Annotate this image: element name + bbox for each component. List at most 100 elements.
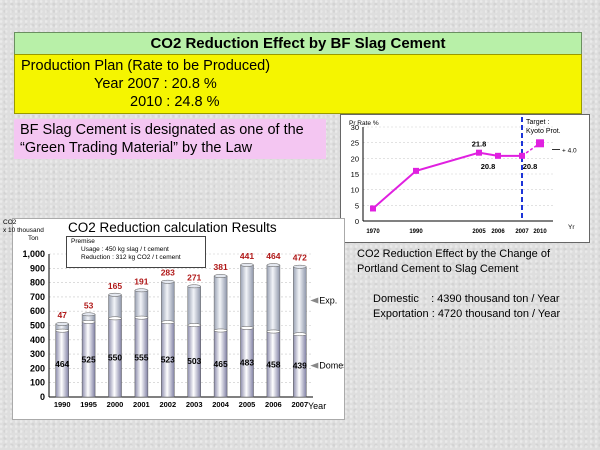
bar-top bbox=[293, 264, 307, 269]
y-tick-label: 20 bbox=[351, 154, 359, 163]
production-plan-heading: Production Plan (Rate to be Produced) bbox=[21, 58, 271, 74]
bar-divider bbox=[293, 332, 307, 337]
effect-title-line1: CO2 Reduction Effect by the Change of bbox=[357, 248, 551, 260]
bar-top bbox=[266, 263, 281, 268]
y-tick-label: 400 bbox=[30, 335, 45, 345]
domestic-value-label: 525 bbox=[82, 354, 96, 364]
x-tick-label: 2004 bbox=[212, 400, 230, 409]
domestic-value-label: 555 bbox=[134, 352, 148, 362]
bar-export bbox=[293, 266, 307, 335]
export-value-label: 464 bbox=[266, 251, 280, 261]
production-plan-2007: Year 2007 : 20.8 % bbox=[94, 76, 217, 92]
x-tick-label: 1970 bbox=[366, 229, 380, 235]
rate-point bbox=[519, 152, 525, 159]
y-axis-label: Pr Rate % bbox=[349, 120, 379, 127]
slide-title: CO2 Reduction Effect by BF Slag Cement bbox=[14, 32, 582, 55]
bar-top bbox=[108, 292, 122, 297]
bar-divider bbox=[81, 320, 96, 324]
premise-usage: Usage : 450 kg slag / t cement bbox=[81, 246, 169, 253]
bar-export bbox=[108, 294, 122, 319]
bar-divider bbox=[266, 329, 281, 334]
target-label-line2: Kyoto Prot. bbox=[526, 128, 561, 135]
x-tick-label: 2006 bbox=[265, 400, 282, 409]
bar-divider bbox=[108, 316, 122, 321]
rate-point bbox=[370, 205, 376, 212]
target-label-line1: Target : bbox=[526, 119, 549, 126]
y-tick-label: 0 bbox=[355, 217, 359, 226]
x-axis-label: Year bbox=[308, 401, 326, 411]
y-tick-label: 800 bbox=[30, 278, 45, 288]
bar-divider bbox=[240, 326, 254, 330]
unit-line-2: x 10 thousand bbox=[3, 227, 44, 234]
rate-point bbox=[413, 167, 419, 174]
domestic-value-label: 458 bbox=[266, 359, 280, 369]
y-tick-label: 300 bbox=[30, 349, 45, 359]
green-material-line2: “Green Trading Material” by the Law bbox=[20, 140, 253, 156]
domestic-value-label: 550 bbox=[108, 353, 122, 363]
bar-top bbox=[240, 263, 254, 267]
x-tick-label: 2005 bbox=[472, 229, 486, 235]
x-tick-label: 1995 bbox=[80, 400, 97, 409]
premise-title: Premise bbox=[71, 238, 95, 245]
production-rate-chart: 0 5 10 15 20 25 30 Pr Rate % Yr 1970 1990 2005 2006 2… bbox=[340, 114, 590, 243]
unit-line-3: Ton bbox=[28, 235, 39, 242]
x-tick-label: 2007 bbox=[515, 229, 529, 235]
y-tick-label: 900 bbox=[30, 263, 45, 273]
x-tick-label: 2007 bbox=[291, 400, 308, 409]
y-tick-label: 0 bbox=[40, 392, 45, 402]
export-value-label: 165 bbox=[108, 281, 122, 291]
domestic-value-label: 465 bbox=[214, 359, 228, 369]
domes-legend-label: Domes. bbox=[319, 361, 344, 371]
x-tick-label: 1990 bbox=[409, 229, 423, 235]
export-value-label: 191 bbox=[134, 276, 148, 286]
bar-export bbox=[266, 264, 281, 332]
rate-target-line bbox=[521, 142, 541, 157]
production-plan-2010: 2010 : 24.8 % bbox=[130, 94, 220, 110]
x-tick-label: 2006 bbox=[491, 229, 505, 235]
rate-line bbox=[372, 151, 522, 210]
exp-legend-label: Exp. bbox=[319, 295, 337, 305]
domes-arrow bbox=[310, 362, 319, 369]
bar-export bbox=[134, 290, 149, 318]
co2-reduction-svg: 0 100 200 300 400 500 600 700 800 900 1,000 47 464 19… bbox=[22, 249, 350, 411]
export-value-label: 47 bbox=[57, 310, 67, 320]
bar-divider bbox=[55, 328, 69, 333]
x-tick-label: 2002 bbox=[159, 400, 176, 409]
bar-divider bbox=[161, 320, 175, 325]
premise-box: Premise Usage : 450 kg slag / t cement R… bbox=[66, 236, 206, 268]
y-tick-label: 10 bbox=[351, 186, 359, 195]
bar-export bbox=[161, 281, 175, 323]
export-value-label: 472 bbox=[293, 253, 307, 263]
bar-top bbox=[187, 284, 201, 289]
production-plan-box: Production Plan (Rate to be Produced) Ye… bbox=[14, 54, 582, 114]
bar-export bbox=[213, 275, 228, 331]
y-tick-label: 100 bbox=[30, 378, 45, 388]
rate-data-label: 20.8 bbox=[523, 162, 538, 171]
x-tick-label: 2005 bbox=[239, 400, 256, 409]
domestic-value-label: 523 bbox=[161, 355, 175, 365]
green-material-line1: BF Slag Cement is designated as one of t… bbox=[20, 122, 304, 138]
x-tick-label: 2003 bbox=[186, 400, 203, 409]
y-tick-label: 5 bbox=[355, 201, 359, 210]
bar-top bbox=[81, 312, 96, 317]
export-value-label: 381 bbox=[214, 262, 228, 272]
x-tick-label: 1990 bbox=[54, 400, 71, 409]
co2-unit-label: CO2 x 10 thousand Ton bbox=[3, 219, 44, 243]
bar-divider bbox=[213, 328, 228, 333]
bar-top bbox=[213, 274, 228, 278]
bar-top bbox=[134, 288, 149, 293]
bar-top bbox=[161, 279, 175, 284]
y-tick-label: 1,000 bbox=[22, 249, 45, 259]
export-value-label: 271 bbox=[187, 272, 201, 282]
delta-label: + 4.0 bbox=[562, 148, 577, 155]
effect-exportation: Exportation : 4720 thousand ton / Year bbox=[373, 308, 561, 320]
calc-results-title: CO2 Reduction calculation Results bbox=[68, 220, 277, 235]
green-material-box: BF Slag Cement is designated as one of t… bbox=[14, 119, 326, 159]
export-value-label: 441 bbox=[240, 251, 254, 261]
export-value-label: 283 bbox=[161, 268, 175, 278]
export-value-label: 53 bbox=[84, 300, 94, 310]
bar-divider bbox=[187, 323, 201, 327]
exp-arrow bbox=[310, 297, 319, 304]
x-tick-label: 2000 bbox=[107, 400, 124, 409]
bar-export bbox=[240, 264, 254, 329]
